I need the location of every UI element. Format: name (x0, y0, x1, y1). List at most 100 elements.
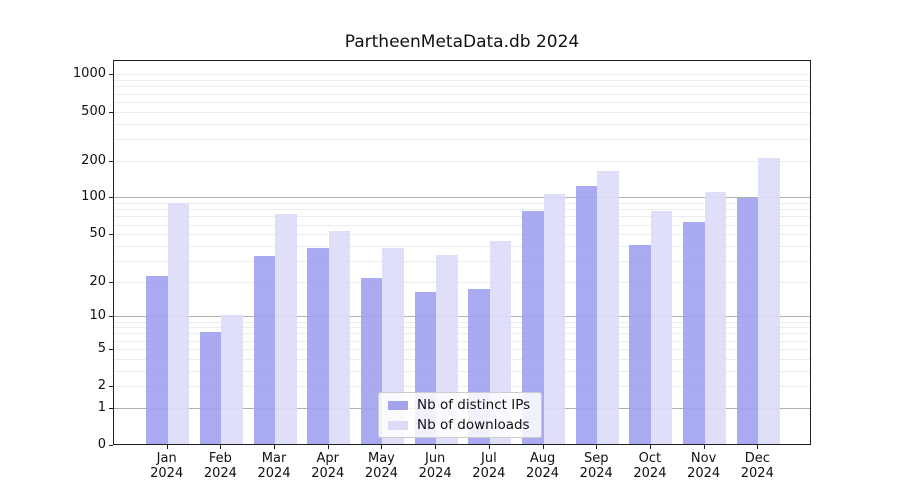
gridline (114, 245, 810, 247)
legend-swatch-downloads (388, 420, 408, 430)
bar-distinct-ips-sep (575, 185, 598, 444)
y-tick-label: 20 (89, 273, 106, 289)
x-tick-month: Nov (690, 451, 717, 466)
x-tick-label: Aug 2024 (515, 451, 571, 481)
x-tick-label: Jan 2024 (139, 451, 195, 481)
bar-downloads-sep (597, 171, 619, 444)
bar-downloads-apr (328, 231, 351, 444)
x-tick-mark (220, 445, 222, 449)
gridline (114, 333, 810, 335)
bar-downloads-nov (704, 191, 727, 444)
x-tick-label: May 2024 (353, 451, 409, 481)
y-tick-label: 1 (97, 399, 106, 415)
gridline (114, 281, 810, 283)
y-tick-label: 0 (97, 437, 106, 452)
gridline (114, 101, 810, 103)
gridline (114, 348, 810, 350)
bar-distinct-ips-feb (199, 332, 222, 444)
x-tick-year: 2024 (150, 466, 184, 481)
x-tick-month: Sep (583, 451, 609, 466)
x-tick-label: Mar 2024 (246, 451, 302, 481)
chart-title: PartheenMetaData.db 2024 (344, 32, 580, 52)
x-tick-label: Jul 2024 (461, 451, 517, 481)
gridline (114, 224, 810, 226)
x-tick-year: 2024 (633, 466, 667, 481)
x-tick-year: 2024 (525, 466, 560, 481)
y-tick-mark (109, 386, 113, 388)
x-tick-label: Feb 2024 (192, 451, 248, 481)
bar-downloads-aug (543, 193, 566, 444)
y-tick-label: 1000 (72, 66, 106, 82)
bar-distinct-ips-jan (146, 275, 168, 444)
legend-swatch-distinct-ips (388, 400, 408, 410)
gridline (114, 321, 810, 323)
gridline (114, 160, 810, 162)
y-tick-mark (109, 316, 113, 318)
x-tick-label: Oct 2024 (622, 451, 678, 481)
x-tick-mark (596, 445, 598, 449)
bar-distinct-ips-nov (683, 221, 705, 444)
gridline (114, 386, 810, 388)
y-tick-label: 100 (81, 189, 106, 205)
x-tick-year: 2024 (203, 466, 237, 481)
x-tick-mark (381, 445, 383, 449)
x-tick-month: Feb (208, 451, 232, 466)
gridline (114, 123, 810, 125)
legend-label-distinct-ips: Nb of distinct IPs (417, 397, 531, 413)
x-tick-year: 2024 (687, 466, 721, 481)
gridline (114, 260, 810, 262)
x-tick-label: Jun 2024 (407, 451, 463, 481)
x-tick-month: Dec (744, 451, 770, 466)
x-tick-year: 2024 (364, 466, 398, 481)
y-tick-label: 5 (97, 340, 106, 356)
x-tick-year: 2024 (257, 466, 291, 481)
x-tick-mark (757, 445, 759, 449)
x-tick-label: Dec 2024 (729, 451, 785, 481)
x-tick-label: Nov 2024 (676, 451, 732, 481)
x-tick-month: Oct (638, 451, 662, 466)
x-tick-label: Apr 2024 (300, 451, 356, 481)
legend-item-distinct-ips: Nb of distinct IPs (388, 397, 532, 413)
x-tick-mark (488, 445, 490, 449)
bar-downloads-feb (221, 315, 243, 444)
gridline (114, 216, 810, 218)
gridline (114, 340, 810, 342)
x-tick-label: Sep 2024 (568, 451, 624, 481)
x-tick-year: 2024 (418, 466, 452, 481)
y-tick-label: 200 (81, 152, 106, 168)
bar-distinct-ips-apr (307, 247, 329, 444)
gridline (114, 138, 810, 140)
x-tick-mark (435, 445, 437, 449)
gridline (114, 80, 810, 82)
gridline (114, 203, 810, 205)
bar-downloads-jan (167, 203, 190, 444)
y-tick-label: 2 (97, 378, 106, 394)
x-tick-month: Jan (156, 451, 177, 466)
y-tick-mark (109, 348, 113, 350)
y-tick-mark (109, 234, 113, 236)
bar-distinct-ips-may (360, 278, 383, 444)
y-tick-mark (109, 407, 113, 409)
y-tick-mark (109, 197, 113, 199)
gridline (114, 370, 810, 372)
x-tick-mark (703, 445, 705, 449)
gridline (114, 197, 810, 199)
gridline (114, 86, 810, 88)
x-tick-mark (274, 445, 276, 449)
gridline (114, 93, 810, 95)
y-tick-label: 50 (89, 226, 106, 242)
y-tick-mark (109, 445, 113, 446)
y-tick-mark (109, 111, 113, 113)
legend-label-downloads: Nb of downloads (417, 417, 530, 433)
bar-downloads-dec (758, 158, 780, 444)
bar-distinct-ips-oct (629, 244, 651, 444)
y-tick-mark (109, 160, 113, 162)
plot-area (113, 60, 811, 445)
x-tick-mark (166, 445, 168, 449)
y-tick-label: 10 (89, 308, 106, 324)
bar-distinct-ips-aug (522, 211, 544, 444)
x-tick-month: Aug (529, 451, 556, 466)
x-tick-month: May (368, 451, 395, 466)
gridline (114, 74, 810, 76)
